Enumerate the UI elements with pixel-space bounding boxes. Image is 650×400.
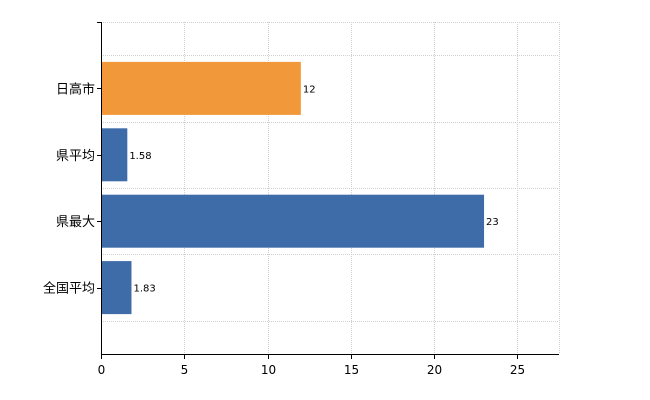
data-label-1: 1.58 <box>129 151 151 162</box>
category-label-0: 日高市 <box>56 81 95 97</box>
category-label-2: 県最大 <box>56 215 95 230</box>
bar-0 <box>101 61 301 115</box>
bar-3 <box>101 261 132 315</box>
x-tick-label-5: 25 <box>510 363 525 377</box>
bar-2 <box>101 194 485 248</box>
data-label-3: 1.83 <box>133 284 155 295</box>
category-label-1: 県平均 <box>56 149 95 164</box>
x-tick-label-4: 20 <box>427 363 442 377</box>
data-label-2: 23 <box>486 217 499 228</box>
axes <box>97 22 559 359</box>
grid-lines <box>101 22 560 354</box>
x-tick-label-3: 15 <box>344 363 359 377</box>
bars <box>101 61 485 315</box>
x-tick-label-2: 10 <box>261 363 276 377</box>
x-tick-label-1: 5 <box>181 363 189 377</box>
data-label-0: 12 <box>303 84 316 95</box>
category-label-3: 全国平均 <box>43 281 95 297</box>
x-tick-label-0: 0 <box>98 363 106 377</box>
bar-1 <box>101 128 128 182</box>
labels: 12 日高市 1.58 県平均 23 県最大 1.83 全国平均 0 5 10 15 20 25 <box>43 81 525 377</box>
